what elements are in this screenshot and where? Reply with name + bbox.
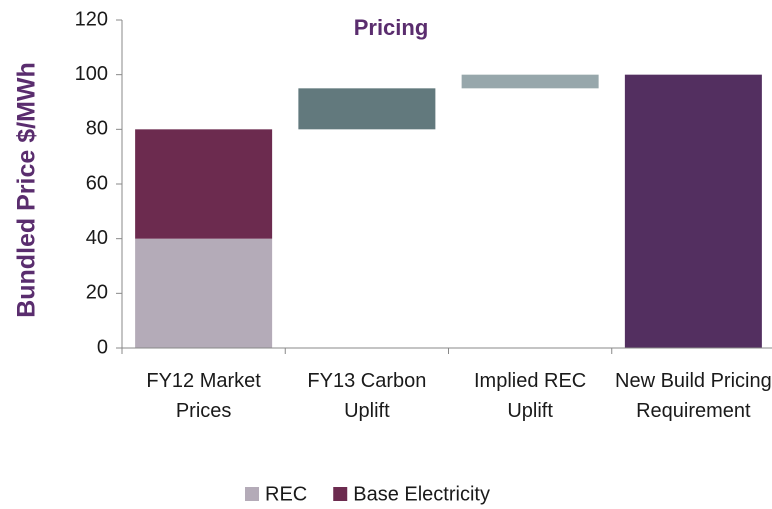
y-tick-label: 0 [97, 336, 108, 358]
bar [461, 74, 599, 89]
bar [624, 74, 762, 349]
x-tick-label: FY13 Carbon Uplift [307, 370, 427, 422]
y-tick-label: 20 [86, 282, 108, 304]
y-tick-label: 120 [75, 8, 108, 30]
x-tick-label: Implied REC Uplift [473, 370, 587, 422]
x-tick-label: New Build Pricing Requirement [615, 370, 772, 422]
y-tick-label: 100 [75, 63, 108, 85]
bar [135, 238, 273, 348]
y-tick-label: 60 [86, 172, 108, 194]
legend-swatch [245, 487, 259, 501]
legend-label: REC [265, 483, 307, 505]
y-tick-label: 40 [86, 227, 108, 249]
legend-label: Base Electricity [353, 483, 490, 505]
y-axis-label: Bundled Price $/MWh [13, 62, 41, 318]
chart-title: Pricing [354, 15, 429, 40]
bar [135, 129, 273, 239]
y-tick-label: 80 [86, 118, 108, 140]
bar [298, 88, 436, 130]
legend-swatch [333, 487, 348, 501]
x-tick-label: FY12 Market Prices [146, 370, 261, 422]
